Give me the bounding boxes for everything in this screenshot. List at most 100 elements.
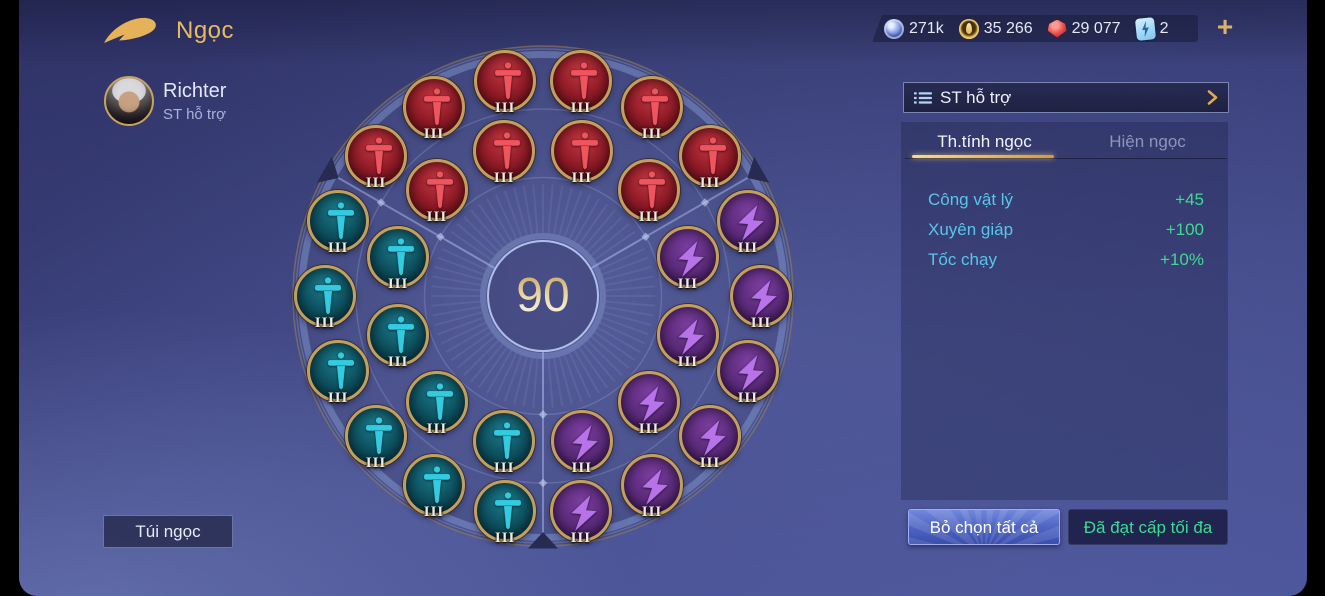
sword-icon <box>638 170 666 209</box>
stat-value: +10% <box>1160 250 1204 269</box>
rune-gem-attack-red[interactable]: III <box>405 158 468 225</box>
currency-value: 35 266 <box>983 19 1033 37</box>
currency-value: 29 077 <box>1071 19 1121 37</box>
rune-gem-defense-teal[interactable]: III <box>307 339 370 406</box>
rune-gem-defense-teal[interactable]: III <box>473 409 536 476</box>
stat-label: Xuyên giáp <box>928 220 1014 239</box>
deselect-all-button[interactable]: Bỏ chọn tất cả <box>908 509 1060 545</box>
rune-level-label: III <box>423 126 445 143</box>
rune-gem-magic-purple[interactable]: III <box>730 265 792 331</box>
stat-value: +45 <box>1175 190 1204 209</box>
rune-wheel-total-level: 90 <box>483 266 603 326</box>
list-icon <box>914 91 932 104</box>
rune-gem-defense-teal[interactable]: III <box>367 226 430 292</box>
rune-gem-defense-teal[interactable]: III <box>294 265 356 331</box>
bolt-icon <box>641 466 670 506</box>
sword-icon <box>314 276 342 315</box>
stat-row: Công vật lý +45 <box>928 185 1204 215</box>
add-currency-button[interactable]: + <box>1216 11 1234 42</box>
rune-gem-magic-purple[interactable]: III <box>678 405 741 471</box>
sword-icon <box>387 237 415 276</box>
arcana-card-icon <box>1134 16 1156 41</box>
rune-gem-attack-red[interactable]: III <box>345 124 407 191</box>
stat-value: +100 <box>1165 220 1204 239</box>
sword-icon <box>571 131 599 170</box>
player-preset-label: ST hỗ trợ <box>163 106 226 123</box>
sword-icon <box>423 87 451 126</box>
rune-level-label: III <box>494 529 516 546</box>
rune-gem-defense-teal[interactable]: III <box>307 190 370 256</box>
rune-level-label: III <box>570 100 592 117</box>
stat-label: Công vật lý <box>928 190 1014 209</box>
sword-icon <box>423 465 451 504</box>
rune-gem-attack-red[interactable]: III <box>550 120 613 186</box>
rune-gem-magic-purple[interactable]: III <box>618 371 681 437</box>
player-avatar[interactable] <box>104 76 154 126</box>
currency-arcana-card[interactable]: 2 <box>1134 16 1168 41</box>
rune-gem-attack-red[interactable]: III <box>473 120 536 186</box>
sword-icon <box>327 351 355 390</box>
rune-level-label: III <box>314 315 336 331</box>
bolt-icon <box>569 492 598 532</box>
rune-level-label: III <box>677 353 699 370</box>
rune-gem-defense-teal[interactable]: III <box>367 303 430 370</box>
currency-blue-coin[interactable]: 271k <box>884 18 944 39</box>
rune-level-label: III <box>387 276 409 293</box>
rune-level-label: III <box>641 126 663 143</box>
rune-gem-magic-purple[interactable]: III <box>716 190 779 256</box>
rune-level-label: III <box>638 421 660 438</box>
rune-gem-attack-red[interactable]: III <box>618 158 681 225</box>
sword-icon <box>327 202 355 241</box>
rune-preset-selector[interactable]: ST hỗ trợ <box>903 82 1229 113</box>
stat-row: Tốc chạy +10% <box>928 245 1204 275</box>
rune-level-label: III <box>493 170 515 187</box>
rune-gem-attack-red[interactable]: III <box>403 76 465 142</box>
max-level-button[interactable]: Đã đạt cấp tối đa <box>1068 509 1228 545</box>
sword-icon <box>570 62 598 100</box>
rune-gem-magic-purple[interactable]: III <box>550 409 613 476</box>
sword-icon <box>641 87 669 126</box>
stat-row: Xuyên giáp +100 <box>928 215 1204 245</box>
rune-gem-attack-red[interactable]: III <box>474 50 537 116</box>
stats-panel <box>901 122 1228 500</box>
currency-gold-coin[interactable]: 35 266 <box>958 18 1033 39</box>
sword-icon <box>493 131 521 170</box>
rune-gem-attack-red[interactable]: III <box>678 124 741 191</box>
currency-ruby[interactable]: 29 077 <box>1047 19 1121 38</box>
chevron-right-icon <box>1207 90 1218 105</box>
rune-level-label: III <box>737 389 759 406</box>
rune-gem-attack-red[interactable]: III <box>549 50 612 116</box>
sword-icon <box>699 136 727 175</box>
rune-gem-magic-purple[interactable]: III <box>716 339 779 406</box>
bolt-icon <box>736 203 765 243</box>
rune-gem-magic-purple[interactable]: III <box>656 226 719 292</box>
rune-level-label: III <box>426 421 448 438</box>
rune-level-label: III <box>327 389 349 406</box>
page-title: Ngọc <box>176 17 235 44</box>
rune-gem-magic-purple[interactable]: III <box>621 453 683 520</box>
rune-gem-magic-purple[interactable]: III <box>549 479 612 546</box>
rune-gem-attack-red[interactable]: III <box>621 76 683 142</box>
rune-level-label: III <box>571 459 593 476</box>
bolt-icon <box>736 352 765 392</box>
rune-gem-defense-teal[interactable]: III <box>474 479 537 546</box>
back-arrow-icon[interactable] <box>95 11 167 53</box>
rune-gem-defense-teal[interactable]: III <box>405 371 468 437</box>
rune-gem-defense-teal[interactable]: III <box>345 405 407 471</box>
tab-rune-attributes[interactable]: Th.tính ngọc <box>937 132 1032 151</box>
stat-list: Công vật lý +45 Xuyên giáp +100 Tốc chạy… <box>928 185 1204 275</box>
tab-underline-track <box>905 158 1227 159</box>
rune-bag-button[interactable]: Túi ngọc <box>103 515 233 548</box>
rune-gem-defense-teal[interactable]: III <box>403 453 465 520</box>
rune-level-label: III <box>699 174 721 191</box>
rune-level-label: III <box>570 529 592 546</box>
active-tab-underline <box>912 155 1054 158</box>
rune-level-label: III <box>365 455 387 472</box>
player-chip[interactable]: Richter ST hỗ trợ <box>100 74 300 130</box>
sword-icon <box>493 421 521 460</box>
rune-gem-magic-purple[interactable]: III <box>656 303 719 370</box>
tab-current-runes[interactable]: Hiện ngọc <box>1109 132 1186 151</box>
stat-label: Tốc chạy <box>928 250 997 269</box>
